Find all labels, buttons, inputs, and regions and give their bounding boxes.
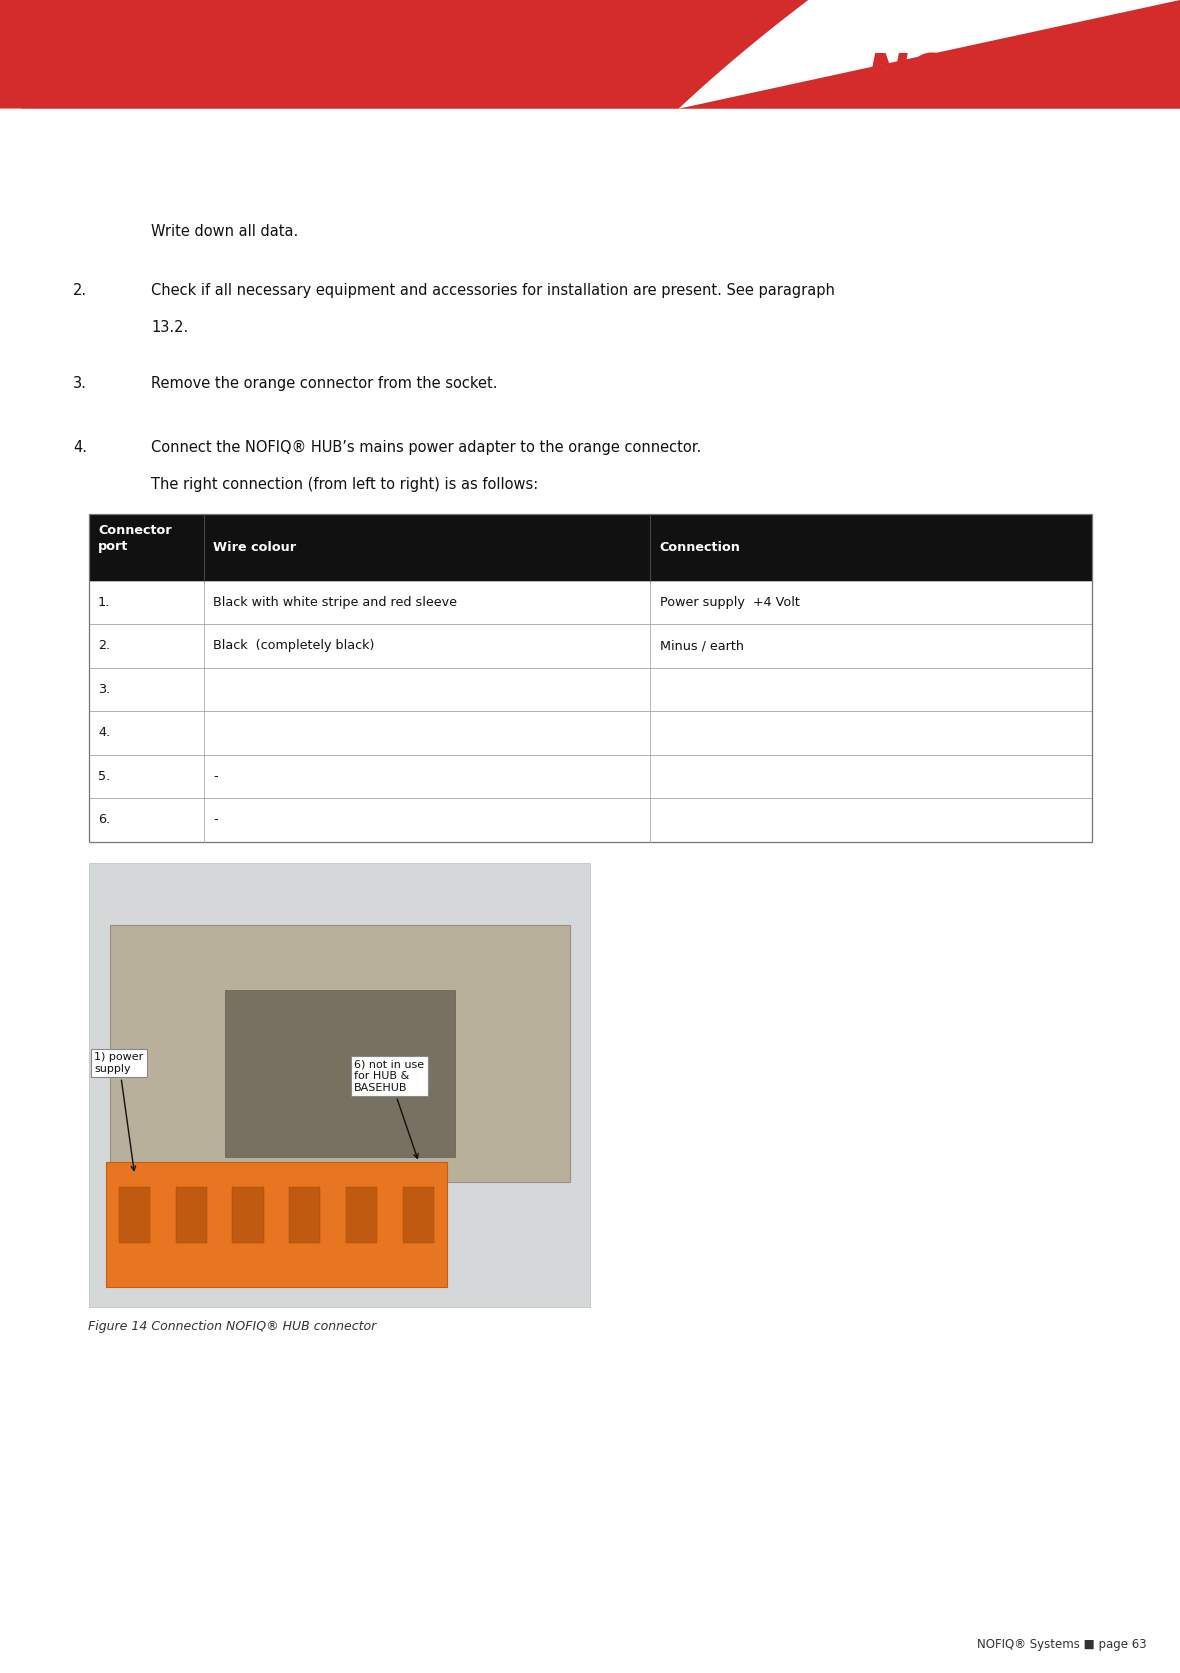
Bar [88, 668, 1092, 711]
Text: Remove the orange connector from the socket.: Remove the orange connector from the soc… [151, 376, 498, 391]
Text: 3.: 3. [98, 683, 110, 696]
Text: Write down all data.: Write down all data. [151, 224, 299, 239]
Text: -: - [214, 813, 218, 826]
Text: ®: ® [1115, 35, 1130, 49]
Text: Black with white stripe and red sleeve: Black with white stripe and red sleeve [214, 596, 458, 609]
Text: 1) power
supply: 1) power supply [94, 1052, 144, 1171]
Bar [88, 624, 1092, 668]
Text: 2.: 2. [98, 639, 110, 652]
Text: 4.: 4. [73, 440, 87, 455]
Text: 4.: 4. [98, 726, 110, 739]
Bar [88, 755, 1092, 798]
Bar [88, 863, 590, 1307]
Text: Connector
port: Connector port [98, 524, 171, 554]
Text: 2.: 2. [73, 283, 87, 298]
Bar [119, 1188, 150, 1243]
Text: Check if all necessary equipment and accessories for installation are present. S: Check if all necessary equipment and acc… [151, 283, 835, 298]
Bar [110, 925, 570, 1183]
Text: 6) not in use
for HUB &
BASEHUB: 6) not in use for HUB & BASEHUB [354, 1059, 425, 1158]
Text: Figure 14 Connection NOFIQ® HUB connector: Figure 14 Connection NOFIQ® HUB connecto… [88, 1320, 376, 1333]
Text: 3.: 3. [73, 376, 87, 391]
Wedge shape [0, 109, 21, 139]
Bar [346, 1188, 378, 1243]
Text: Black  (completely black): Black (completely black) [214, 639, 375, 652]
Text: Wire colour: Wire colour [214, 540, 296, 554]
Bar [224, 990, 454, 1156]
Text: Power supply  +4 Volt: Power supply +4 Volt [660, 596, 800, 609]
Bar [106, 1163, 447, 1287]
Bar [88, 581, 1092, 624]
Bar [176, 1188, 206, 1243]
Bar [88, 514, 1092, 581]
Text: Connection: Connection [660, 540, 741, 554]
Bar [289, 1188, 321, 1243]
Text: 1.: 1. [98, 596, 110, 609]
Text: The right connection (from left to right) is as follows:: The right connection (from left to right… [151, 477, 538, 492]
Bar [88, 514, 1092, 842]
Text: NOFIQ: NOFIQ [867, 52, 1047, 99]
Text: Connect the NOFIQ® HUB’s mains power adapter to the orange connector.: Connect the NOFIQ® HUB’s mains power ada… [151, 440, 701, 455]
Bar [88, 798, 1092, 842]
Text: NOFIQ® Systems ■ page 63: NOFIQ® Systems ■ page 63 [977, 1638, 1147, 1651]
Bar [88, 711, 1092, 755]
Bar [402, 1188, 434, 1243]
Text: -: - [214, 770, 218, 783]
Text: Minus / earth: Minus / earth [660, 639, 743, 652]
Text: 5.: 5. [98, 770, 110, 783]
Text: 13.2.: 13.2. [151, 320, 189, 335]
Polygon shape [0, 0, 1180, 109]
Bar [232, 1188, 263, 1243]
Text: 6.: 6. [98, 813, 110, 826]
